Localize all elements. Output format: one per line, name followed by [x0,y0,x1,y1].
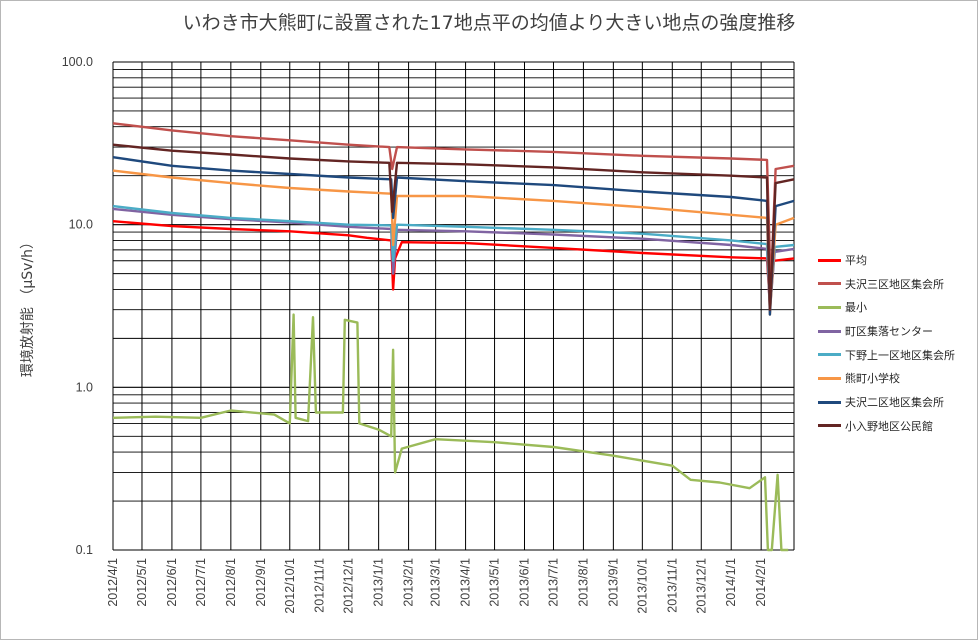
legend: 平均夫沢三区地区集会所 最小町区集落センター下野上一区地区集会所 熊町小学校夫沢二区… [818,254,978,444]
series-line-3 [112,207,795,311]
x-tick-label: 2014/1/1 [724,558,738,607]
legend-item: 小入野地区公民館 [818,420,978,444]
chart-title: いわき市大熊町に設置された17地点平の均値より大きい地点の強度推移 [182,12,796,34]
x-tick-label: 2013/9/1 [606,558,620,607]
legend-item: 最小 [818,301,978,325]
legend-swatch [818,282,841,286]
legend-label: 平均 [845,254,867,267]
x-tick-label: 2013/2/1 [402,558,416,607]
legend-swatch [818,258,841,262]
legend-swatch [818,353,841,357]
legend-label: 最小 [845,301,867,315]
legend-swatch [818,376,841,380]
legend-item: 熊町小学校 [818,372,978,396]
x-tick-label: 2013/5/1 [488,558,502,607]
x-tick-label: 2012/4/1 [106,558,120,607]
legend-label: 熊町小学校 [845,372,900,386]
legend-item: 下野上一区地区集会所 [818,349,978,373]
series-line-0 [112,220,795,307]
x-tick-label: 2013/7/1 [546,558,560,607]
legend-swatch [818,400,841,404]
x-tick-label: 2013/3/1 [429,558,443,607]
x-tick-label: 2012/11/1 [313,558,327,613]
x-tick-label: 2013/10/1 [635,558,649,614]
legend-swatch [818,305,841,309]
x-tick-label: 2012/8/1 [224,558,238,607]
series-line-2 [112,313,789,552]
legend-label: 町区集落センター [845,325,933,339]
legend-item: 夫沢三区地区集会所 [818,278,978,302]
y-tick-label: 0.1 [76,543,93,557]
x-tick-label: 2013/6/1 [517,558,531,607]
legend-swatch [818,424,841,428]
x-tick-label: 2012/9/1 [254,558,268,607]
x-tick-label: 2013/8/1 [576,558,590,607]
legend-item: 町区集落センター [818,325,978,349]
series-line-7 [112,143,795,311]
x-tick-label: 2012/10/1 [283,558,297,614]
legend-swatch [818,329,841,333]
y-axis-title: 環境放射能 （μSv/h） [20,235,36,377]
x-tick-label: 2012/6/1 [165,558,179,607]
x-tick-label: 2013/1/1 [372,558,386,607]
x-tick-label: 2012/12/1 [342,558,356,614]
legend-label: 夫沢二区地区集会所 [845,396,944,410]
y-tick-label: 100.0 [62,55,93,69]
tick-labels: 100.0 10.0 1.0 0.1 2012/4/1 2012/5/1 2012/6/1 2… [62,55,768,614]
x-tick-label: 2014/2/1 [754,558,768,607]
x-tick-label: 2012/7/1 [194,558,208,607]
x-tick-label: 2013/4/1 [459,558,473,607]
x-tick-label: 2013/12/1 [694,558,708,614]
y-tick-label: 1.0 [76,380,93,394]
x-tick-label: 2013/11/1 [665,558,679,613]
series-layer [112,122,795,552]
legend-item: 平均 [818,254,978,278]
legend-label: 下野上一区地区集会所 [845,348,955,362]
legend-item: 夫沢二区地区集会所 [818,396,978,420]
series-line-1 [112,122,795,291]
legend-label: 夫沢三区地区集会所 [845,277,944,291]
x-tick-label: 2012/5/1 [135,558,149,607]
y-tick-label: 10.0 [69,218,93,232]
legend-label: 小入野地区公民館 [845,419,933,433]
